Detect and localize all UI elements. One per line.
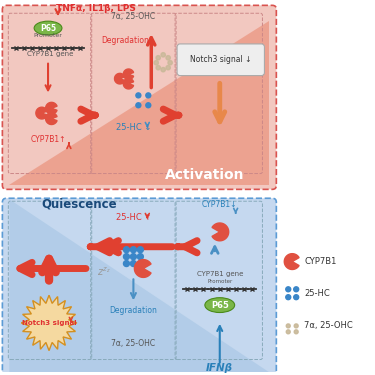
Circle shape <box>166 56 170 60</box>
Polygon shape <box>114 74 125 84</box>
Circle shape <box>156 56 160 60</box>
Circle shape <box>156 66 160 70</box>
Circle shape <box>294 324 298 328</box>
Polygon shape <box>284 254 299 270</box>
Polygon shape <box>9 21 269 185</box>
Polygon shape <box>21 295 77 351</box>
Polygon shape <box>9 199 269 372</box>
FancyBboxPatch shape <box>177 44 264 76</box>
Polygon shape <box>46 113 57 125</box>
Circle shape <box>137 254 143 260</box>
Polygon shape <box>212 223 229 241</box>
Text: CYP7B1↓: CYP7B1↓ <box>202 200 237 209</box>
Text: CYP7B1 gene: CYP7B1 gene <box>27 51 73 57</box>
Text: CYP7B1: CYP7B1 <box>304 257 336 266</box>
Circle shape <box>286 287 291 292</box>
Circle shape <box>130 261 136 267</box>
Circle shape <box>146 103 151 108</box>
Ellipse shape <box>205 298 235 312</box>
Text: Degradation: Degradation <box>102 36 149 45</box>
Text: 25-HC ↑: 25-HC ↑ <box>116 213 151 222</box>
Text: 7α, 25-OHC: 7α, 25-OHC <box>304 321 353 330</box>
Text: Promoter: Promoter <box>207 279 232 284</box>
Text: 25-HC ↓: 25-HC ↓ <box>116 123 151 132</box>
Circle shape <box>136 93 141 98</box>
Text: Quiescence: Quiescence <box>41 197 117 210</box>
Text: Notch3 signal ↓: Notch3 signal ↓ <box>190 55 252 64</box>
Circle shape <box>137 261 143 267</box>
Polygon shape <box>123 78 134 89</box>
Circle shape <box>130 254 136 260</box>
Text: 7α, 25-OHC: 7α, 25-OHC <box>111 339 156 348</box>
Text: CYP7B1 gene: CYP7B1 gene <box>196 272 243 278</box>
Circle shape <box>286 330 290 334</box>
Circle shape <box>286 324 290 328</box>
Text: 25-HC: 25-HC <box>304 289 330 298</box>
Polygon shape <box>134 260 151 278</box>
Text: Promoter: Promoter <box>34 33 63 38</box>
Circle shape <box>166 66 170 70</box>
Polygon shape <box>46 102 57 114</box>
Circle shape <box>294 295 298 300</box>
Circle shape <box>154 60 158 65</box>
Circle shape <box>286 295 291 300</box>
Circle shape <box>161 53 165 57</box>
Text: TNFα, IL1β, LPS: TNFα, IL1β, LPS <box>56 4 136 13</box>
Circle shape <box>294 330 298 334</box>
FancyBboxPatch shape <box>2 198 276 375</box>
Circle shape <box>130 247 136 253</box>
Text: P65: P65 <box>211 301 229 310</box>
Circle shape <box>161 68 165 72</box>
Text: 7α, 25-OHC: 7α, 25-OHC <box>111 12 156 21</box>
FancyBboxPatch shape <box>2 5 276 189</box>
Circle shape <box>137 247 143 253</box>
Text: Activation: Activation <box>165 168 244 182</box>
Text: CYP7B1↑: CYP7B1↑ <box>30 135 66 144</box>
Circle shape <box>294 287 298 292</box>
Polygon shape <box>36 107 47 119</box>
Circle shape <box>168 60 172 65</box>
Circle shape <box>136 103 141 108</box>
Circle shape <box>146 93 151 98</box>
Text: $z^{z_z}$: $z^{z_z}$ <box>97 266 111 278</box>
Text: P65: P65 <box>40 24 56 33</box>
Text: IFNβ: IFNβ <box>206 363 233 374</box>
Text: Notch3 signal: Notch3 signal <box>22 320 76 326</box>
Ellipse shape <box>34 21 62 35</box>
Circle shape <box>123 261 129 267</box>
Text: Degradation: Degradation <box>110 306 158 315</box>
Circle shape <box>123 254 129 260</box>
Circle shape <box>123 247 129 253</box>
Polygon shape <box>123 69 134 80</box>
